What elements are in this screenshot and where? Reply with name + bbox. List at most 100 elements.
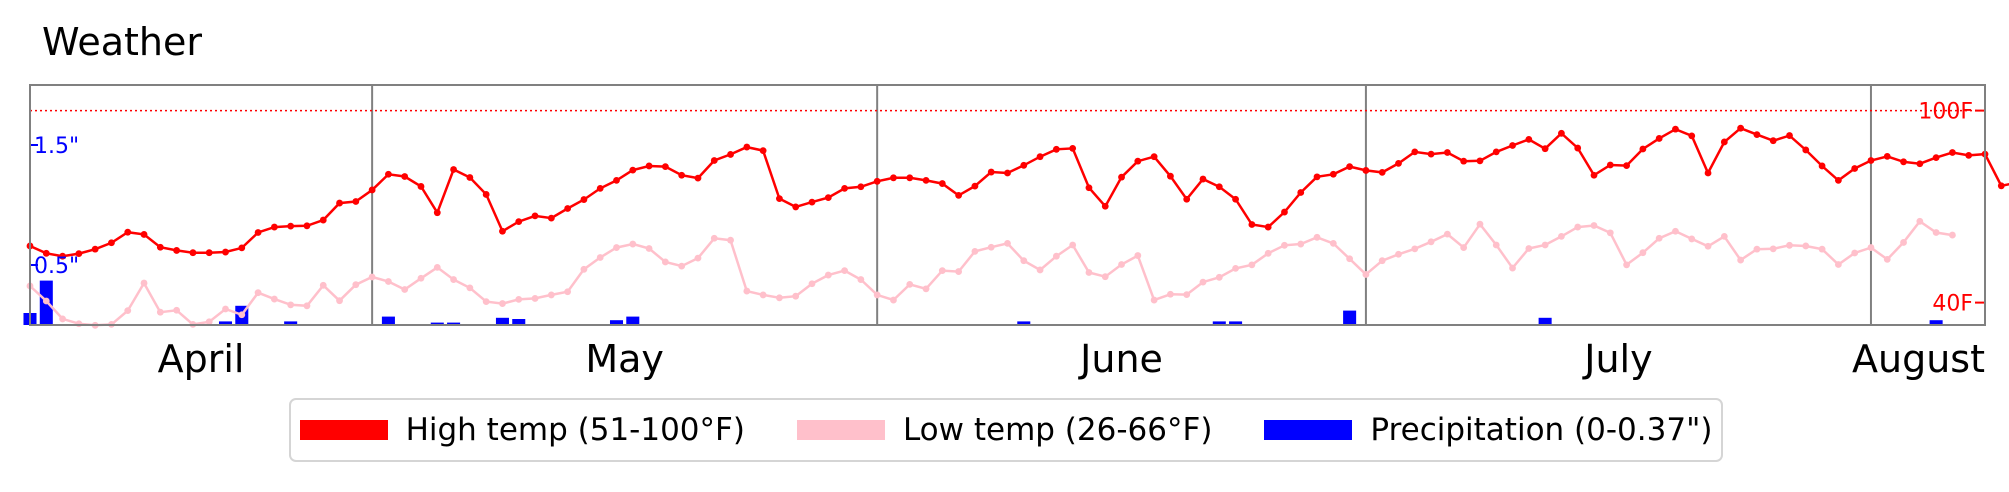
- low-temp-point: [173, 306, 181, 314]
- high-temp-point: [238, 244, 246, 252]
- low-temp-point: [417, 274, 425, 282]
- low-temp-point: [1834, 261, 1842, 268]
- low-temp-point: [42, 297, 50, 305]
- legend-item-high: High temp (51-100°F): [299, 412, 745, 448]
- low-temp-point: [75, 320, 83, 328]
- low-temp-point: [1215, 273, 1223, 281]
- low-temp-point: [1558, 232, 1565, 240]
- low-temp-point: [1623, 261, 1630, 269]
- high-temp-point: [1672, 125, 1679, 133]
- low-temp-point: [1232, 264, 1239, 272]
- low-temp-point: [336, 297, 343, 305]
- high-temp-point: [694, 174, 702, 182]
- low-temp-point: [1020, 257, 1028, 265]
- left-tick-label: 0.5": [34, 254, 79, 279]
- low-temp-point: [270, 295, 278, 303]
- high-temp-point: [1916, 160, 1924, 168]
- month-labels: April May June July August: [158, 337, 1985, 381]
- high-temp-point: [1590, 171, 1598, 179]
- month-label: July: [1582, 337, 1652, 381]
- low-temp-point: [906, 280, 914, 288]
- high-temp-point: [287, 222, 295, 230]
- month-label: April: [158, 337, 245, 381]
- low-temp-point: [1509, 264, 1516, 272]
- low-temp-point: [547, 291, 555, 299]
- low-temp-point: [808, 280, 816, 288]
- high-temp-point: [824, 194, 832, 202]
- low-temp-point: [613, 244, 620, 251]
- high-temp-point: [108, 239, 115, 247]
- legend-swatch-precip: [1264, 420, 1353, 440]
- low-temp-point: [1248, 261, 1256, 269]
- high-temp-point: [515, 218, 523, 226]
- low-temp-point: [1052, 252, 1060, 260]
- low-temp-point: [287, 301, 295, 309]
- high-temp-point: [1395, 160, 1402, 167]
- low-temp-point: [922, 285, 930, 293]
- low-temp-point: [319, 281, 327, 289]
- high-temp-point: [1525, 136, 1533, 143]
- low-temp-point: [368, 273, 376, 281]
- high-temp-point: [1965, 152, 1973, 159]
- high-temp-point: [336, 199, 343, 207]
- low-temp-point: [1264, 249, 1272, 257]
- high-temp-point: [1264, 223, 1272, 231]
- high-temp-point: [205, 249, 213, 257]
- high-temp-point: [1639, 145, 1647, 153]
- high-temp-point: [629, 166, 637, 174]
- high-temp-point: [270, 223, 278, 231]
- high-temp-point: [1997, 182, 2005, 190]
- low-temp-point: [1769, 245, 1777, 253]
- high-temp-point: [1118, 173, 1125, 181]
- low-temp-point: [1476, 220, 1484, 228]
- low-temp-point: [841, 267, 848, 274]
- low-temp-point: [629, 240, 637, 248]
- high-temp-point: [1932, 154, 1940, 162]
- high-temp-point: [1297, 189, 1305, 196]
- high-temp-point: [710, 157, 718, 164]
- high-temp-point: [482, 191, 490, 198]
- legend-swatch-high: [299, 420, 388, 440]
- high-temp-point: [401, 173, 409, 180]
- low-temp-line: [29, 219, 1953, 327]
- low-temp-point: [792, 292, 800, 300]
- high-temp-point: [890, 174, 897, 182]
- low-temp-point: [1492, 241, 1500, 249]
- high-temp-point: [645, 162, 653, 170]
- high-temp-point: [1688, 132, 1696, 140]
- high-temp-point: [971, 182, 979, 190]
- low-temp-point: [596, 254, 604, 261]
- precip-bar: [447, 322, 461, 325]
- high-temp-point: [1443, 149, 1451, 156]
- high-temp-point: [1134, 157, 1142, 165]
- high-temp-point: [547, 214, 555, 222]
- low-temp-point: [694, 254, 702, 262]
- low-temp-point: [580, 265, 588, 273]
- precip-bar: [1229, 321, 1243, 325]
- low-temp-point: [1932, 229, 1940, 236]
- legend-item-precip: Precipitation (0-0.37"): [1264, 412, 1712, 448]
- high-temp-point: [564, 205, 572, 212]
- high-temp-point: [1574, 144, 1582, 152]
- precip-bar: [495, 317, 509, 325]
- low-temp-point: [1167, 290, 1174, 298]
- high-temp-point: [1101, 202, 1109, 210]
- precip-bar: [1343, 310, 1357, 325]
- high-temp-point: [466, 174, 474, 181]
- high-temp-point: [792, 203, 800, 211]
- low-temp-point: [857, 276, 865, 283]
- low-temp-point: [1460, 244, 1468, 251]
- high-temp-point: [1313, 173, 1321, 181]
- high-temp-point: [1558, 129, 1565, 137]
- high-temp-point: [1346, 163, 1354, 171]
- high-temp-point: [873, 177, 881, 185]
- high-temp-point: [1737, 124, 1745, 132]
- low-temp-point: [238, 311, 246, 319]
- precip-bars: [23, 280, 1943, 325]
- low-temp-point: [1297, 240, 1305, 248]
- low-temp-point: [466, 284, 474, 292]
- low-temp-point: [743, 287, 751, 295]
- low-temp-point: [1443, 230, 1451, 238]
- high-temp-point: [1541, 145, 1549, 153]
- low-temp-point: [531, 295, 539, 302]
